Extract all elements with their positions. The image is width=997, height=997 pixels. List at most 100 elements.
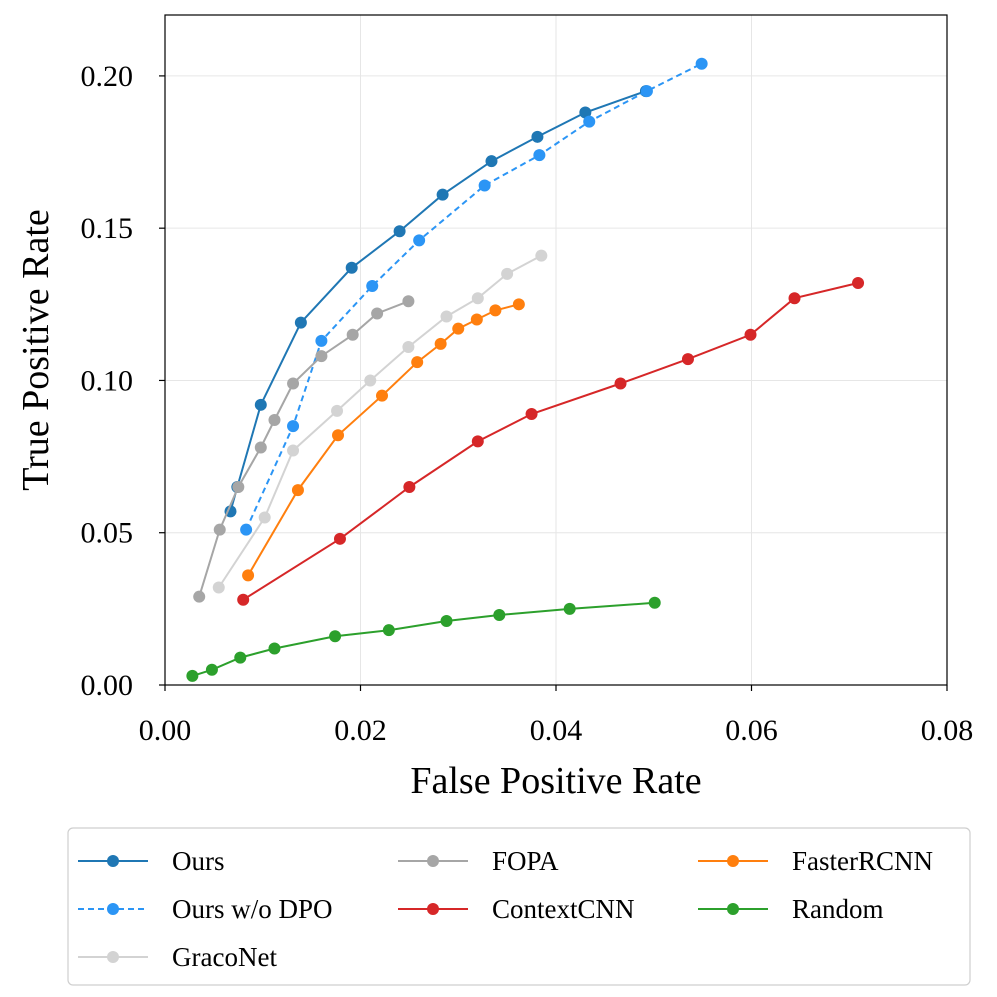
data-point [291, 484, 304, 497]
data-point [493, 608, 506, 621]
legend-entry: ContextCNN [398, 894, 635, 924]
y-tick-label: 0.15 [81, 212, 134, 245]
data-point [535, 249, 548, 262]
data-point [852, 277, 865, 289]
data-point [485, 155, 498, 168]
data-point [478, 179, 491, 192]
data-point [563, 602, 576, 615]
series-line [217, 254, 542, 589]
data-point [232, 481, 245, 494]
data-point [332, 429, 345, 442]
data-point [579, 106, 592, 119]
data-point [533, 149, 546, 162]
data-point [240, 523, 253, 536]
data-point [294, 316, 307, 329]
legend-marker [107, 903, 119, 915]
data-point [489, 304, 502, 317]
data-point [648, 596, 661, 609]
ticks: 0.00 0.02 0.04 0.06 0.08 0.00 0.05 0.10 0.15 0.20 [81, 60, 974, 747]
data-point [364, 374, 377, 387]
series-layer [186, 57, 865, 682]
data-point [583, 115, 596, 128]
data-point [531, 130, 544, 143]
data-point [393, 225, 406, 238]
data-point [331, 404, 344, 417]
data-point [237, 593, 250, 606]
series-graconet [212, 249, 548, 594]
y-axis-label: True Positive Rate [15, 209, 57, 491]
data-point [268, 642, 281, 655]
data-point [402, 340, 415, 353]
series-line [247, 303, 520, 576]
legend-entry: FasterRCNN [698, 846, 933, 876]
legend-marker [727, 903, 739, 915]
data-point [213, 523, 226, 536]
series-line [245, 62, 703, 531]
legend-entry: Ours [78, 846, 225, 876]
series-fopa [193, 295, 415, 603]
legend-label: FOPA [492, 846, 559, 876]
data-point [471, 292, 484, 305]
legend-label: Ours w/o DPO [172, 894, 333, 924]
data-point [333, 532, 346, 545]
legend-marker [427, 903, 439, 915]
data-point [512, 298, 525, 311]
data-point [471, 435, 484, 448]
x-tick-label: 0.02 [334, 714, 387, 747]
data-point [212, 581, 225, 594]
data-point [413, 234, 426, 247]
data-point [242, 569, 255, 582]
data-point [268, 414, 281, 427]
x-tick-label: 0.06 [725, 714, 778, 747]
series-line [192, 601, 655, 677]
data-point [315, 334, 328, 347]
y-tick-label: 0.00 [81, 669, 134, 702]
data-point [681, 353, 694, 366]
legend-entry: Ours w/o DPO [78, 894, 333, 924]
series-line [198, 300, 409, 597]
legend-entry: FOPA [398, 846, 559, 876]
legend-label: FasterRCNN [792, 846, 933, 876]
x-axis-label: False Positive Rate [410, 760, 701, 802]
data-point [452, 322, 465, 335]
x-tick-label: 0.00 [139, 714, 192, 747]
legend-marker [107, 951, 119, 963]
legend-marker [427, 855, 439, 867]
data-point [695, 57, 708, 70]
series-random [186, 596, 661, 682]
data-point [470, 313, 483, 326]
data-point [501, 267, 514, 280]
legend-label: ContextCNN [492, 894, 635, 924]
data-point [254, 441, 267, 454]
data-point [525, 407, 538, 420]
data-point [287, 444, 300, 457]
data-point [315, 350, 328, 363]
data-point [402, 295, 415, 308]
data-point [371, 307, 384, 320]
data-point [186, 669, 199, 682]
data-point [382, 624, 395, 637]
legend: Ours FOPA FasterRCNN Ours w/o DPO ContextCNN… [67, 827, 971, 986]
data-point [366, 280, 379, 293]
y-tick-label: 0.10 [81, 364, 134, 397]
x-tick-label: 0.08 [921, 714, 974, 747]
data-point [436, 188, 449, 201]
x-tick-label: 0.04 [530, 714, 583, 747]
data-point [403, 481, 416, 494]
data-point [205, 663, 218, 676]
data-point [346, 328, 359, 341]
y-tick-label: 0.20 [81, 60, 134, 93]
data-point [744, 328, 757, 341]
series-contextcnn [237, 277, 865, 606]
legend-label: GracoNet [172, 942, 277, 972]
legend-label: Random [792, 894, 884, 924]
grid [164, 15, 948, 686]
data-point [193, 590, 206, 603]
data-point [376, 389, 389, 402]
legend-entry: GracoNet [78, 942, 277, 972]
data-point [788, 292, 801, 305]
series-line [242, 282, 859, 601]
data-point [224, 505, 237, 518]
data-point [258, 511, 271, 524]
